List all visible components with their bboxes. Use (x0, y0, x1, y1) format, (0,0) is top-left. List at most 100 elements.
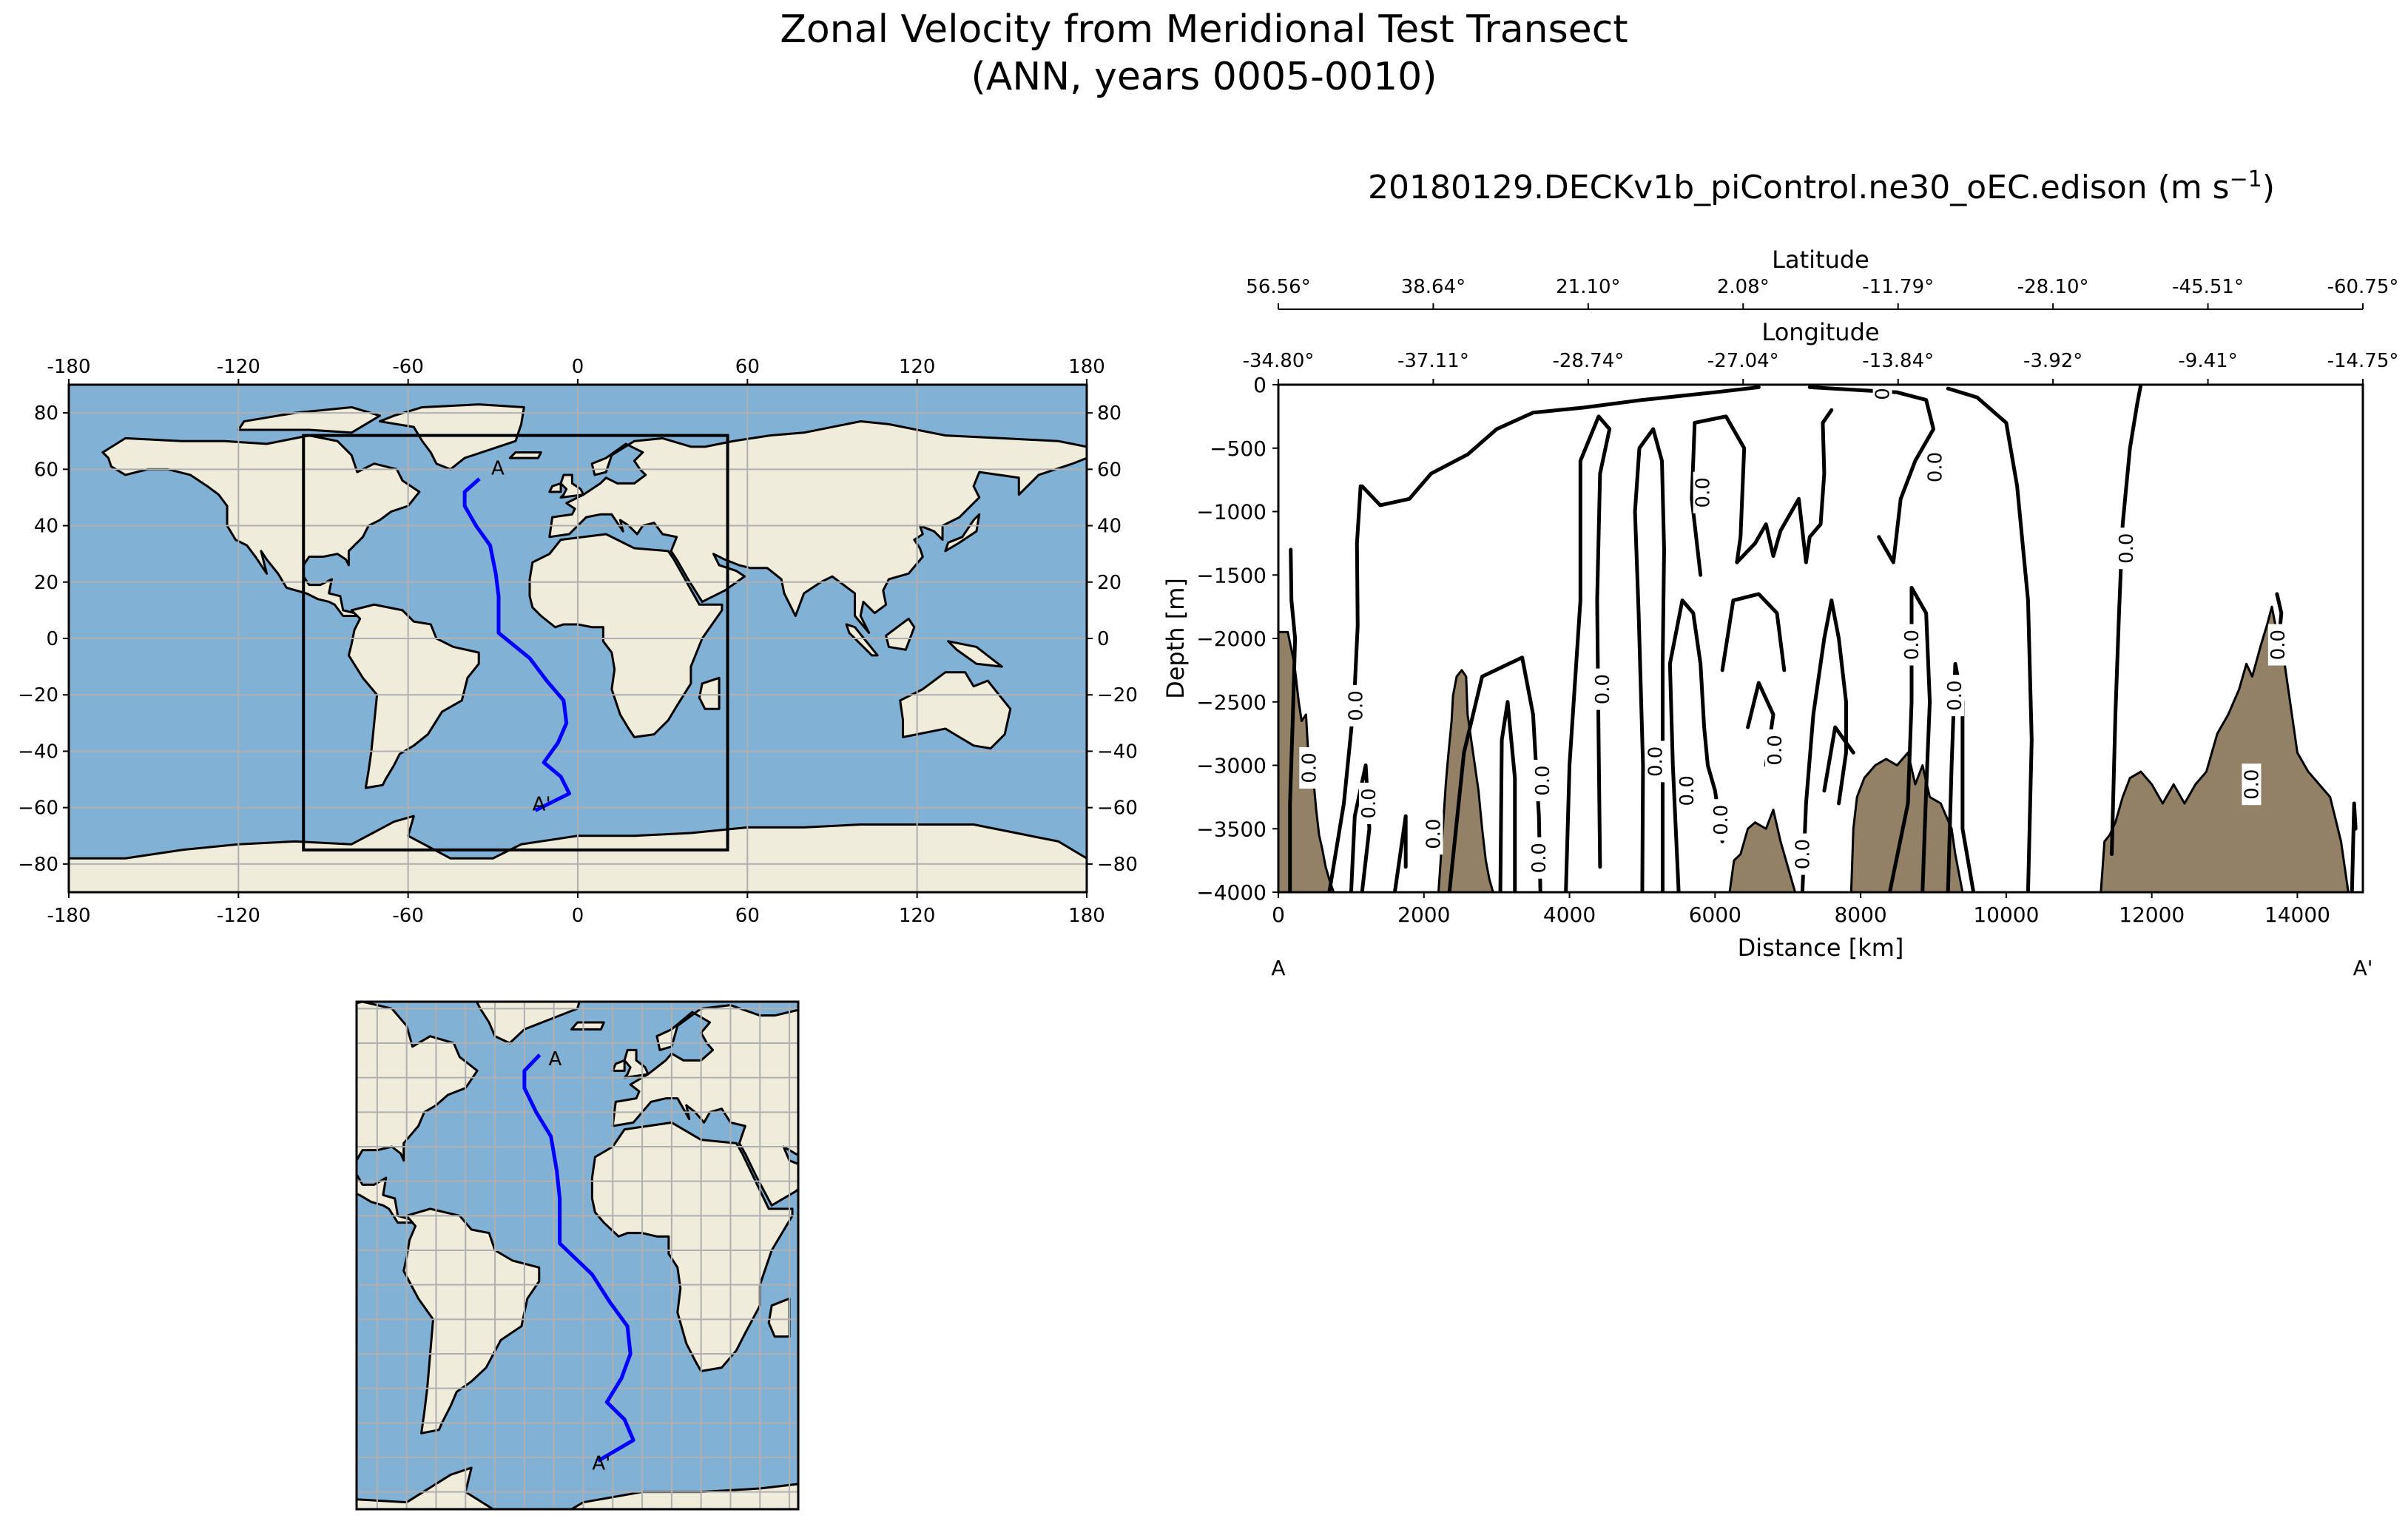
section-y-tick-label: −2500 (1196, 690, 1267, 715)
contour-label: 0.0 (1592, 674, 1614, 704)
bathymetry-fill (1278, 605, 2350, 892)
longitude-tick-label: -14.75° (2327, 350, 2399, 372)
zoom-map: A A' (355, 1000, 1093, 1511)
contour-label: 0.0 (1764, 735, 1787, 765)
global-x-tick-label-top: 60 (735, 356, 760, 378)
section-end-label-right: A' (2353, 956, 2373, 980)
land-japan (1025, 1099, 1060, 1144)
latitude-tick-label: 21.10° (1556, 276, 1620, 298)
contour-line-16 (1807, 385, 1936, 564)
section-x-tick-label: 6000 (1689, 903, 1741, 927)
latitude-axis-label: Latitude (1772, 246, 1869, 274)
global-x-tick-label-bottom: -60 (392, 905, 423, 927)
contour-label: 0.0 (1298, 752, 1321, 783)
contour-line-9 (1667, 599, 1724, 892)
contour-label: 0.0 (1944, 680, 1966, 710)
section-y-tick-label: −500 (1210, 436, 1267, 461)
contour-label: 0.0 (2116, 533, 2138, 564)
global-y-tick-label-right: −20 (1097, 684, 1138, 707)
section-x-axis-label: Distance [km] (1738, 934, 1904, 962)
contour-label: 0.0 (1423, 818, 1446, 849)
section-plot: 0.00.00.00.00.00.00.00.00.00.00.00.00.00… (1161, 246, 2398, 980)
longitude-axis-label: Longitude (1761, 318, 1879, 346)
global-y-tick-label-right: −40 (1097, 741, 1138, 763)
latitude-ticks: 56.56° 38.64° 21.10° 2.08° -11.79° -28.10° -45… (1246, 276, 2398, 309)
global-y-tick-label-left: 60 (34, 459, 58, 481)
contour-label: 0.0 (1710, 805, 1733, 835)
contour-label: 0.0 (1345, 690, 1367, 721)
latitude-tick-label: -45.51° (2172, 276, 2244, 298)
global-x-tick-label-bottom: 60 (735, 905, 760, 927)
land-australia (978, 1292, 1093, 1385)
section-x-tick-label: 14000 (2264, 903, 2330, 927)
global-y-tick-label-right: 40 (1097, 516, 1122, 538)
land-new-guinea (1028, 1254, 1084, 1285)
global-x-tick-label-top: -60 (392, 356, 423, 378)
contour-line-21 (2350, 801, 2358, 892)
latitude-tick-label: 38.64° (1401, 276, 1466, 298)
zoom-map-grid (357, 1002, 798, 1509)
longitude-tick-label: -34.80° (1243, 350, 1315, 372)
longitude-tick-label: -13.84° (1862, 350, 1934, 372)
global-x-tick-label-top: 0 (572, 356, 584, 378)
section-title: 20180129.DECKv1b_piControl.ne30_oEC.edis… (1368, 166, 2275, 206)
contour-label-gap (2117, 527, 2136, 570)
global-y-tick-label-left: −40 (18, 741, 58, 763)
section-x-tick-label: 8000 (1834, 903, 1886, 927)
contour-label: 0.0 (2267, 630, 2290, 660)
contour-label: 0.0 (1792, 839, 1814, 869)
global-y-tick-label-left: 20 (34, 572, 58, 594)
section-x-tick-label: 0 (1272, 903, 1285, 927)
contour-label-gap (1872, 385, 1892, 405)
contour-label-gap (1359, 782, 1379, 824)
land-iceland (570, 1021, 605, 1031)
contour-line-5 (1447, 655, 1542, 892)
global-transect-end-label: A' (533, 793, 551, 815)
global-x-tick-label-top: -180 (47, 356, 90, 378)
global-x-tick-label-bottom: -180 (47, 905, 90, 927)
contour-line-8 (1633, 427, 1666, 892)
longitude-tick-label: -27.04° (1707, 350, 1779, 372)
section-axes-ticks: 0 2000 4000 6000 8000 10000 12000 14000 0 −500 −10… (1196, 373, 2330, 927)
global-y-tick-label-right: 0 (1097, 628, 1110, 650)
contour-label-gap (1529, 837, 1549, 879)
contour-line-3 (1349, 763, 1372, 892)
section-y-tick-label: −3500 (1196, 817, 1267, 841)
global-x-tick-label-bottom: 120 (899, 905, 936, 927)
land-new-guinea (947, 640, 1003, 668)
contour-line-6 (1498, 700, 1517, 892)
section-y-tick-label: −4000 (1196, 880, 1267, 905)
contour-label-gap (1711, 799, 1731, 841)
global-y-tick-label-left: 0 (46, 628, 58, 650)
global-y-tick-label-right: 60 (1097, 459, 1122, 481)
contour-label-gap (1592, 668, 1612, 710)
longitude-tick-label: -9.41° (2178, 350, 2237, 372)
section-y-tick-label: −3000 (1196, 754, 1267, 778)
land-ireland (611, 1059, 626, 1072)
global-x-tick-label-top: 120 (899, 356, 936, 378)
global-map-ticks: -180 -180 -120 -120 -60 -60 0 0 60 60 120 120 180 180… (18, 356, 1138, 927)
contour-line-14 (1822, 725, 1855, 793)
section-x-tick-label: 12000 (2119, 903, 2185, 927)
land-sumatra (845, 623, 879, 657)
contour-label: 0.0 (1901, 630, 1923, 660)
contour-line-19 (2110, 385, 2143, 857)
land-madagascar (767, 1297, 791, 1338)
contour-label: 0.0 (1532, 765, 1554, 795)
contour-line-13 (1800, 599, 1848, 892)
global-transect-line (462, 477, 572, 812)
latitude-tick-label: 2.08° (1717, 276, 1770, 298)
contour-label-gap (1945, 675, 1965, 717)
latitude-tick-label: 56.56° (1246, 276, 1310, 298)
contour-label-gap (1765, 729, 1785, 771)
contour-label-gap (1346, 684, 1366, 726)
global-y-tick-label-right: 20 (1097, 572, 1122, 594)
global-y-tick-label-right: 80 (1097, 402, 1122, 425)
section-x-tick-label: 10000 (1973, 903, 2039, 927)
figure-title-line1: Zonal Velocity from Meridional Test Tran… (780, 7, 1628, 52)
land-japan (944, 513, 981, 553)
land-ireland (548, 482, 562, 493)
land-south-america (402, 1207, 541, 1434)
contour-line-0 (1288, 547, 1298, 892)
land-madagascar (698, 676, 721, 710)
